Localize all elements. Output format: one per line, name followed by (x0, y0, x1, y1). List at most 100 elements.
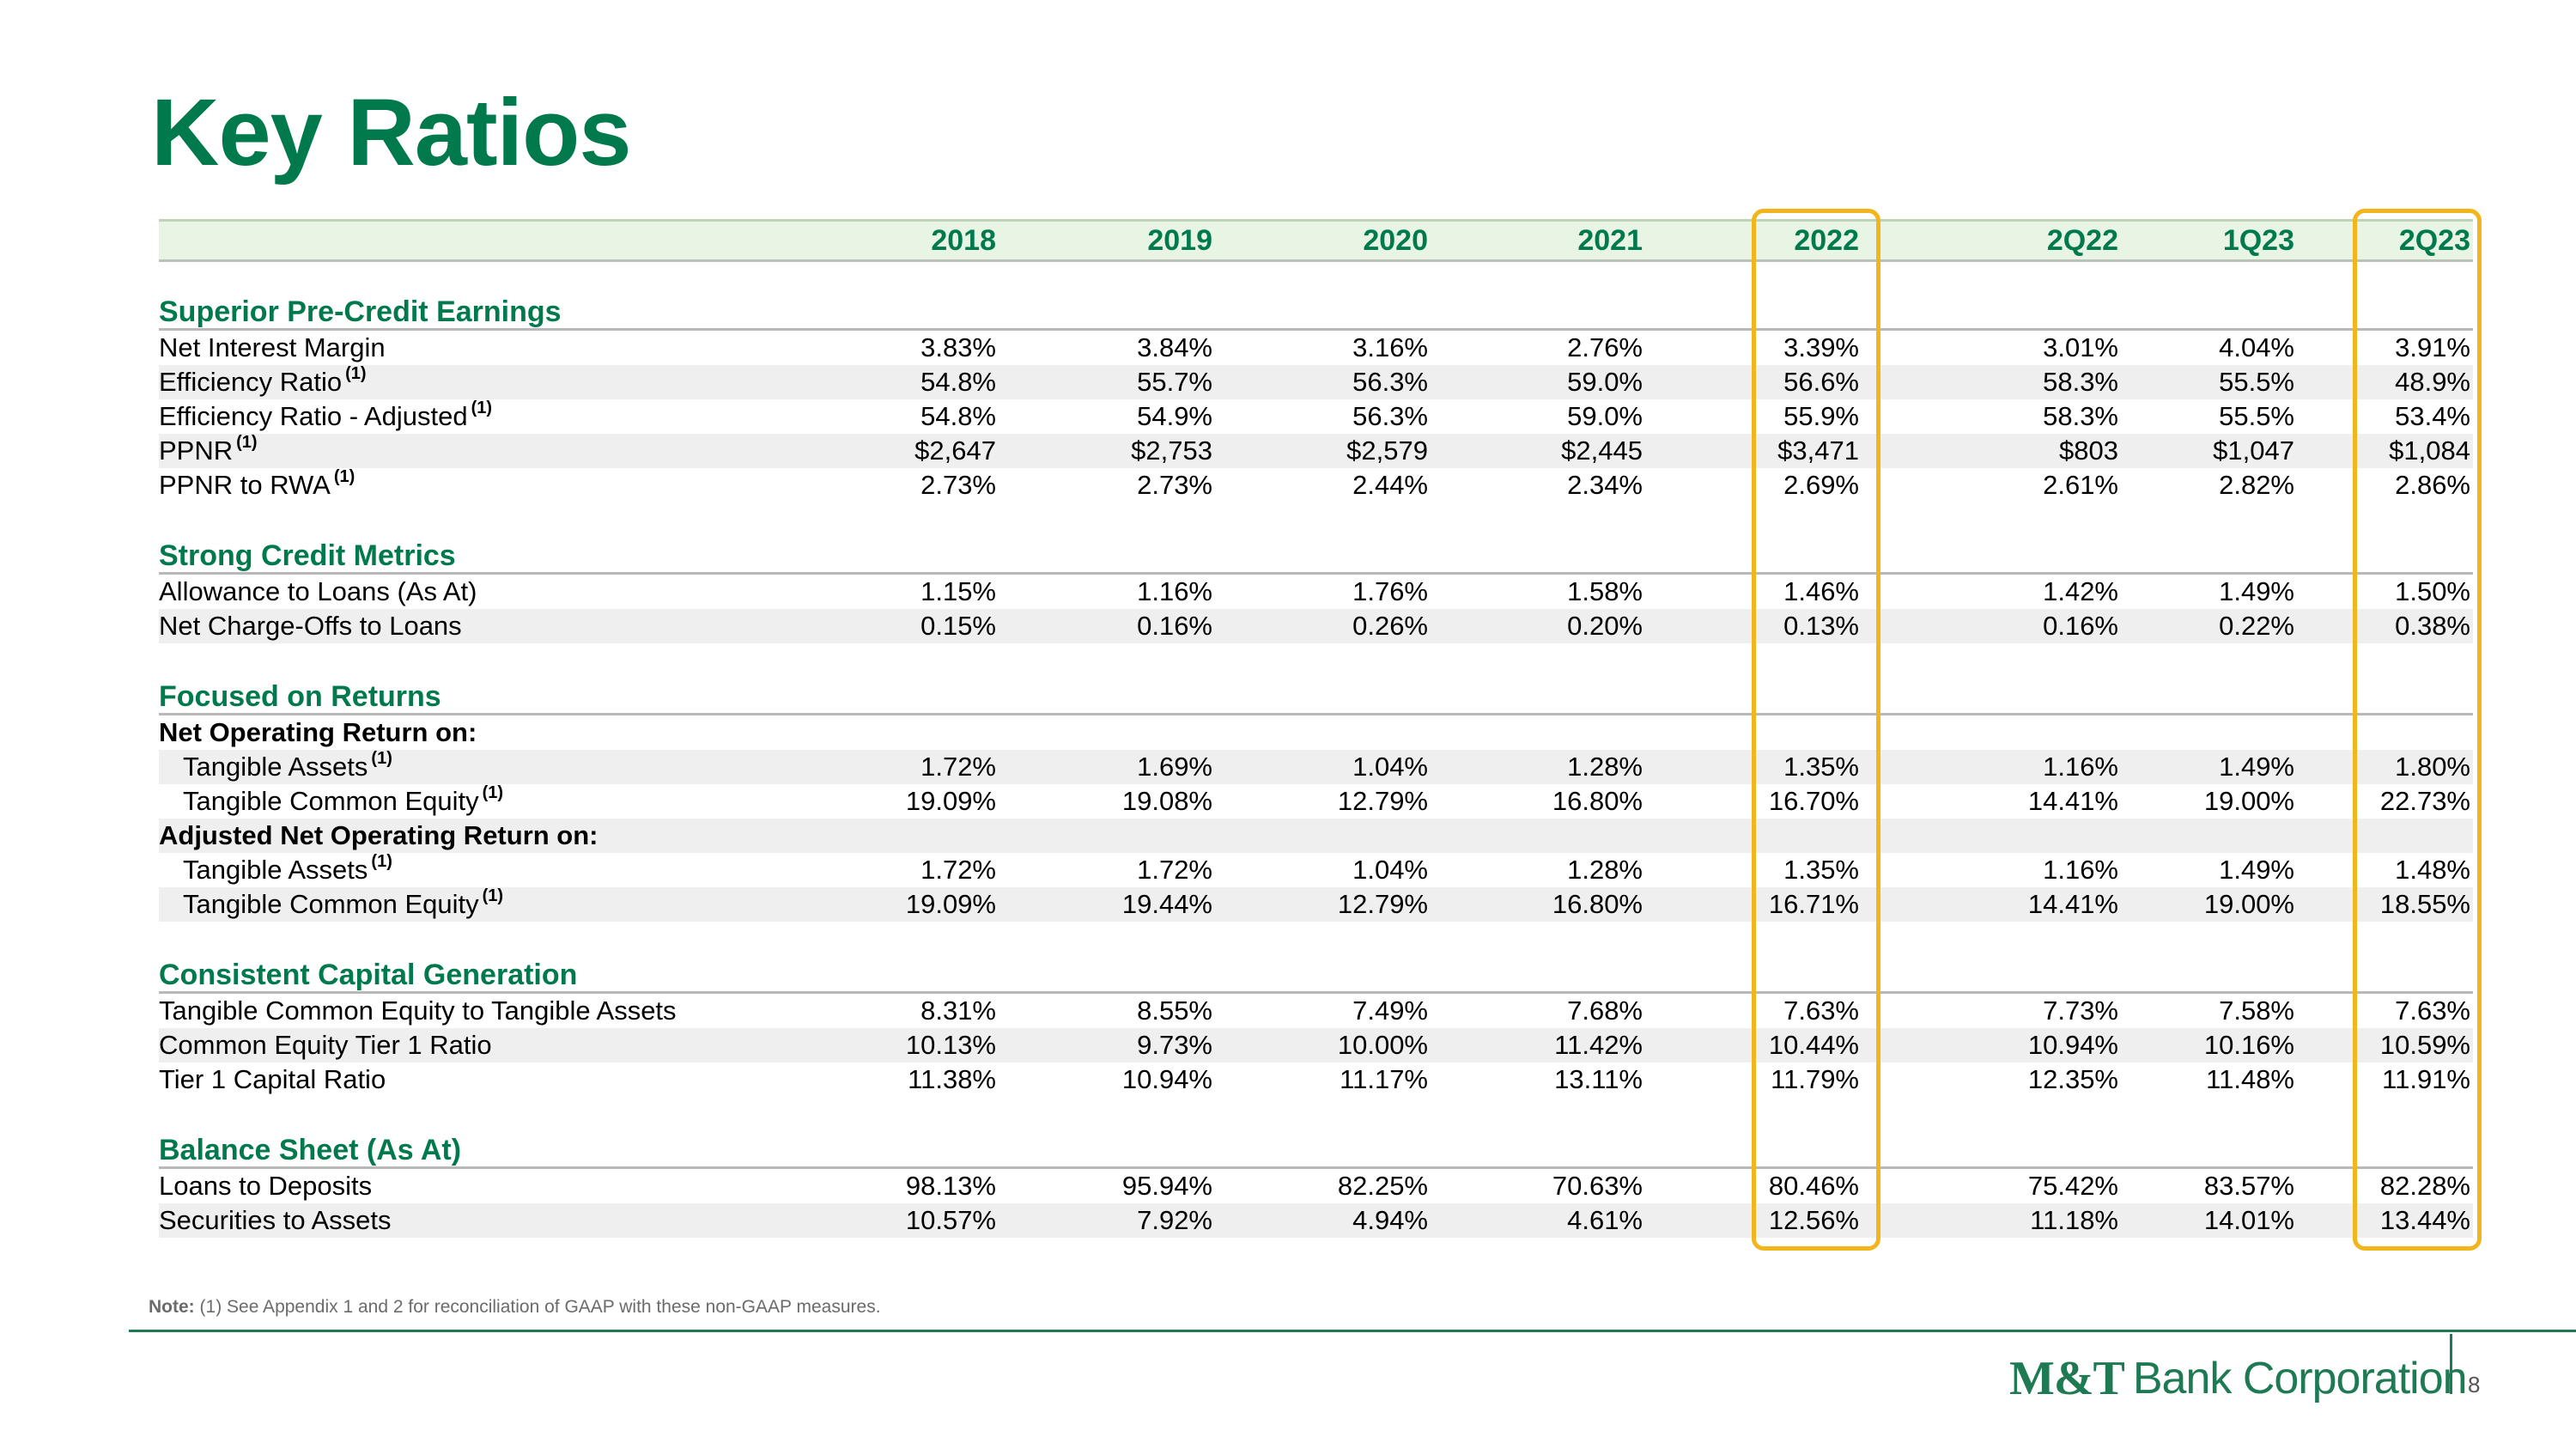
value-cell: 56.6% (1783, 367, 1859, 397)
row-label: Tangible Assets (1) (159, 852, 846, 886)
section-title: Balance Sheet (As At) (159, 1131, 2473, 1169)
footer-divider (129, 1330, 2576, 1332)
page-number: 8 (2468, 1372, 2481, 1397)
footnote-marker: (1) (371, 749, 392, 768)
row-label-text: Common Equity Tier 1 Ratio (159, 1030, 492, 1060)
value-cell: $1,084 (2389, 435, 2470, 466)
column-header-2019: 2019 (1147, 223, 1212, 257)
value-cell: 19.08% (1121, 786, 1212, 816)
value-cell: 53.4% (2395, 401, 2470, 431)
footer-separator (2450, 1334, 2452, 1394)
row-label-text: Net Charge-Offs to Loans (159, 611, 462, 641)
column-header-2021: 2021 (1577, 223, 1643, 257)
value-cell: 10.94% (1121, 1064, 1212, 1094)
row-label: PPNR to RWA (1) (159, 467, 846, 501)
row-label: Adjusted Net Operating Return on: (159, 820, 846, 851)
value-cell: 83.57% (2203, 1171, 2294, 1201)
value-cell: 0.20% (1567, 611, 1643, 641)
table-row: Net Operating Return on: (159, 715, 2473, 750)
value-cell: 1.16% (2043, 752, 2118, 782)
table-row: Efficiency Ratio (1) 54.8% 55.7% 56.3% 59.0% 5… (159, 364, 2473, 399)
value-cell: 3.39% (1783, 332, 1859, 362)
value-cell: 16.80% (1552, 786, 1643, 816)
value-cell: 2.82% (2219, 470, 2294, 500)
value-cell: 13.44% (2379, 1205, 2470, 1235)
table-row: Allowance to Loans (As At) 1.15% 1.16% 1.76… (159, 575, 2473, 609)
row-label: Efficiency Ratio - Adjusted (1) (159, 399, 846, 432)
value-cell: 16.70% (1768, 786, 1859, 816)
value-cell: 3.83% (920, 332, 996, 362)
table-row: Tangible Assets (1) 1.72% 1.69% 1.04% 1.28% 1.… (159, 749, 2473, 784)
value-cell: 11.18% (2030, 1205, 2118, 1235)
value-cell: 0.22% (2219, 611, 2294, 641)
value-cell: 56.3% (1352, 367, 1428, 397)
value-cell: 1.16% (1137, 576, 1212, 606)
value-cell: 1.49% (2219, 576, 2294, 606)
value-cell: 11.17% (1340, 1064, 1428, 1094)
value-cell: 14.41% (2027, 889, 2118, 919)
footnote-marker: (1) (471, 399, 493, 417)
value-cell: 10.94% (2027, 1030, 2118, 1060)
value-cell: 82.28% (2379, 1171, 2470, 1201)
column-header-2q22: 2Q22 (2046, 223, 2118, 257)
value-cell: 75.42% (2027, 1171, 2118, 1201)
value-cell: 0.16% (1137, 611, 1212, 641)
row-label-text: Tier 1 Capital Ratio (159, 1064, 386, 1094)
value-cell: 1.46% (1783, 576, 1859, 606)
value-cell: 55.7% (1137, 367, 1212, 397)
column-header-2022: 2022 (1794, 223, 1859, 257)
value-cell: 7.49% (1352, 995, 1428, 1026)
row-label: Loans to Deposits (159, 1171, 846, 1202)
key-ratios-table: 2018 2019 2020 2021 2022 2Q22 1Q23 2Q23 Superio… (159, 219, 2473, 1238)
row-label-text: Adjusted Net Operating Return on: (159, 820, 598, 850)
value-cell: 7.63% (2395, 995, 2470, 1026)
value-cell: 10.44% (1768, 1030, 1859, 1060)
value-cell: 10.59% (2379, 1030, 2470, 1060)
value-cell: 19.00% (2203, 889, 2294, 919)
footnote-marker: (1) (482, 783, 504, 802)
table-row: Net Interest Margin 3.83% 3.84% 3.16% 2.76% 3… (159, 331, 2473, 365)
value-cell: 3.01% (2043, 332, 2118, 362)
row-label: Common Equity Tier 1 Ratio (159, 1030, 846, 1061)
logo-wordmark: Bank Corporation (2132, 1354, 2468, 1403)
value-cell: 3.91% (2395, 332, 2470, 362)
value-cell: 4.61% (1567, 1205, 1643, 1235)
value-cell: 2.76% (1567, 332, 1643, 362)
value-cell: 48.9% (2395, 367, 2470, 397)
value-cell: 12.79% (1337, 889, 1428, 919)
row-label-text: Tangible Common Equity (183, 889, 479, 919)
value-cell: 1.04% (1352, 752, 1428, 782)
value-cell: 2.61% (2043, 470, 2118, 500)
row-label-text: Loans to Deposits (159, 1171, 373, 1201)
value-cell: 12.56% (1768, 1205, 1859, 1235)
footnote: Note: (1) See Appendix 1 and 2 for recon… (149, 1297, 881, 1318)
value-cell: 7.92% (1137, 1205, 1212, 1235)
page-title: Key Ratios (151, 80, 632, 186)
value-cell: 1.16% (2043, 855, 2118, 885)
table-row: Loans to Deposits 98.13% 95.94% 82.25% 70.63… (159, 1169, 2473, 1203)
footnote-marker: (1) (482, 886, 504, 905)
value-cell: 11.42% (1554, 1030, 1643, 1060)
value-cell: 16.71% (1768, 889, 1859, 919)
value-cell: 4.94% (1352, 1205, 1428, 1235)
value-cell: 1.15% (920, 576, 996, 606)
row-label: Tier 1 Capital Ratio (159, 1064, 846, 1095)
value-cell: 19.00% (2203, 786, 2294, 816)
value-cell: $3,471 (1777, 435, 1859, 466)
column-header-1q23: 1Q23 (2222, 223, 2294, 257)
value-cell: 0.16% (2043, 611, 2118, 641)
value-cell: 7.68% (1567, 995, 1643, 1026)
value-cell: 11.79% (1771, 1064, 1859, 1094)
value-cell: 55.9% (1783, 401, 1859, 431)
row-label-text: Net Interest Margin (159, 332, 386, 362)
row-label: Allowance to Loans (As At) (159, 576, 846, 607)
value-cell: 14.01% (2203, 1205, 2294, 1235)
value-cell: $2,445 (1561, 435, 1643, 466)
highlight-2q23-column (2353, 209, 2482, 1251)
value-cell: $2,579 (1346, 435, 1428, 466)
value-cell: $2,753 (1131, 435, 1212, 466)
table-header-row: 2018 2019 2020 2021 2022 2Q22 1Q23 2Q23 (159, 219, 2473, 262)
row-label-text: Tangible Assets (183, 752, 368, 782)
value-cell: 2.34% (1567, 470, 1643, 500)
value-cell: 1.48% (2395, 855, 2470, 885)
